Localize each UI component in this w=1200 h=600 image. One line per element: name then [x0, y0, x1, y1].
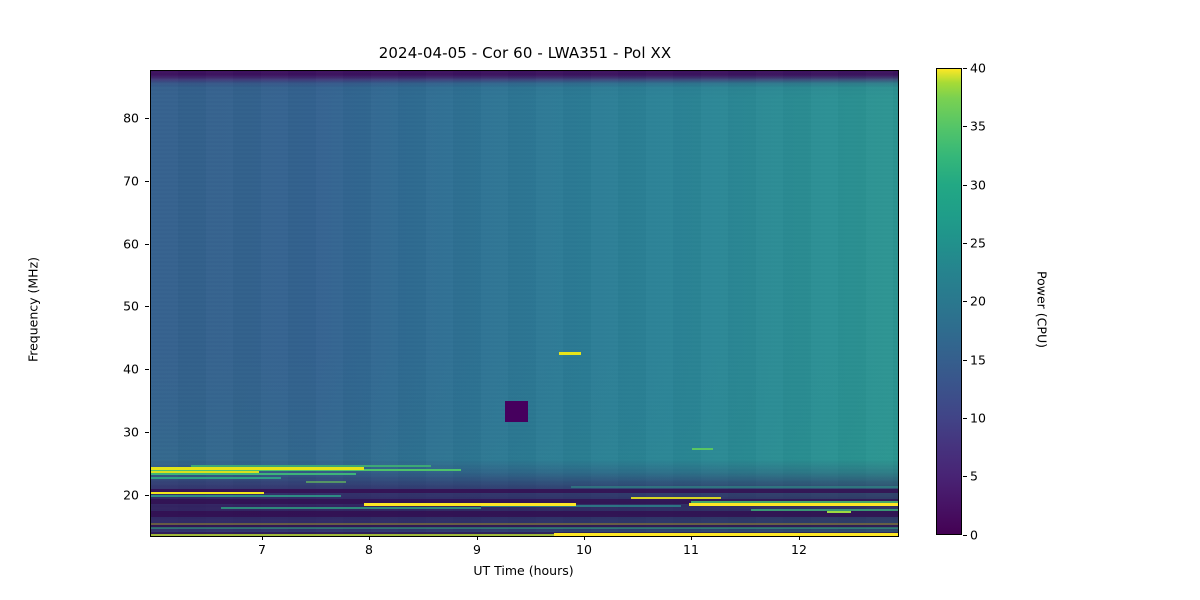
flagged-channel-row — [151, 532, 898, 535]
colorbar-tick — [963, 68, 967, 69]
xtick-mark — [262, 536, 263, 540]
rfi-stripe — [151, 527, 898, 529]
xaxis-title: UT Time (hours) — [473, 563, 574, 578]
ytick-label-70: 70 — [123, 173, 139, 189]
xtick-mark — [477, 536, 478, 540]
rfi-stripe — [691, 501, 898, 503]
colorbar-tick — [963, 126, 967, 127]
rfi-dash-19mhz — [827, 511, 851, 513]
flagged-channel-row — [151, 523, 898, 528]
flagged-channel-row — [151, 489, 898, 493]
rfi-stripe-bright — [364, 503, 576, 506]
xtick-mark — [799, 536, 800, 540]
xtick-label-11: 11 — [683, 542, 699, 557]
colorbar-label-30: 30 — [970, 177, 986, 193]
xtick-label-12: 12 — [791, 542, 807, 557]
rfi-stripe — [151, 469, 461, 471]
plot-title: 2024-04-05 - Cor 60 - LWA351 - Pol XX — [378, 44, 672, 62]
rfi-stripe-bright — [151, 523, 898, 525]
ytick-label-50: 50 — [123, 298, 139, 314]
xtick-label-9: 9 — [473, 542, 481, 557]
rfi-stripe — [571, 486, 898, 488]
ytick-mark — [145, 181, 149, 182]
ytick-mark — [145, 306, 149, 307]
xtick-label-10: 10 — [576, 542, 592, 557]
xtick-mark — [691, 536, 692, 540]
ytick-mark — [145, 495, 149, 496]
colorbar-label-5: 5 — [970, 468, 978, 484]
colorbar-tick — [963, 418, 967, 419]
heatmap-time-banding — [151, 71, 898, 536]
ytick-mark — [145, 432, 149, 433]
heatmap-frequency-gradient — [151, 71, 898, 536]
colorbar-label-40: 40 — [970, 60, 986, 76]
rfi-stripe — [191, 465, 431, 467]
colorbar-tick — [963, 301, 967, 302]
colorbar-tick — [963, 360, 967, 361]
rfi-stripe — [151, 477, 281, 479]
colorbar-label-35: 35 — [970, 118, 986, 134]
xtick-mark — [369, 536, 370, 540]
rfi-stripe — [751, 509, 898, 511]
rfi-stripe — [221, 507, 481, 509]
spectrogram-image — [151, 71, 898, 536]
spectrogram-axes — [150, 70, 899, 537]
ytick-label-20: 20 — [123, 487, 139, 503]
colorbar-tick — [963, 476, 967, 477]
rfi-stripe — [481, 505, 681, 507]
ytick-mark — [145, 369, 149, 370]
rfi-stripe — [151, 473, 356, 475]
colorbar-label-10: 10 — [970, 410, 986, 426]
colorbar-tick — [963, 243, 967, 244]
ytick-mark — [145, 118, 149, 119]
heatmap-channel-texture — [151, 71, 898, 536]
rfi-stripe-bright — [151, 471, 259, 473]
colorbar-tick — [963, 535, 967, 536]
rfi-stripe-bright — [151, 492, 264, 494]
colorbar-tick — [963, 185, 967, 186]
colorbar-label-20: 20 — [970, 293, 986, 309]
colorbar-label-0: 0 — [970, 527, 978, 543]
xtick-label-7: 7 — [258, 542, 266, 557]
yaxis-title: Frequency (MHz) — [25, 256, 41, 363]
colorbar — [936, 68, 962, 535]
rfi-stripe-bright — [689, 503, 898, 506]
ytick-label-30: 30 — [123, 424, 139, 440]
xtick-label-8: 8 — [365, 542, 373, 557]
colorbar-title: Power (CPU) — [1034, 271, 1050, 348]
ytick-label-80: 80 — [123, 110, 139, 126]
rfi-stripe-bright — [631, 497, 721, 499]
flagged-channel-row — [151, 499, 898, 504]
ytick-label-40: 40 — [123, 361, 139, 377]
rfi-dash-faint — [306, 481, 346, 483]
flagged-channel-row — [151, 511, 898, 517]
xtick-mark — [584, 536, 585, 540]
rfi-dash-27mhz — [692, 448, 713, 450]
rfi-stripe-bright — [151, 467, 364, 470]
flagged-block — [505, 401, 528, 422]
colorbar-label-25: 25 — [970, 235, 986, 251]
rfi-stripe-bright — [554, 533, 898, 536]
ytick-label-60: 60 — [123, 236, 139, 252]
rfi-dash-42mhz — [559, 352, 581, 355]
colorbar-label-15: 15 — [970, 352, 986, 368]
rfi-stripe — [151, 495, 341, 497]
rfi-stripe-bright — [151, 534, 554, 536]
ytick-mark — [145, 244, 149, 245]
